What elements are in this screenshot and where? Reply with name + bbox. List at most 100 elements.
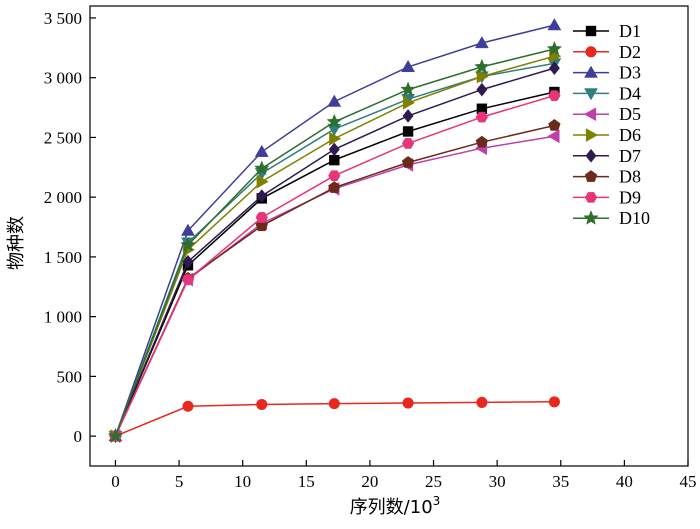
y-tick-label: 2 000: [44, 188, 82, 207]
data-point-d10: [107, 427, 124, 443]
legend-marker-d2: [585, 46, 597, 58]
data-point-d2: [256, 398, 268, 410]
data-point-d3: [474, 36, 489, 49]
data-point-d10: [180, 236, 196, 252]
data-point-d3: [401, 59, 416, 73]
y-tick-label: 2 500: [44, 128, 82, 147]
series-d6: [110, 49, 562, 444]
legend-label-d3: D3: [619, 63, 641, 83]
data-point-d10: [326, 113, 343, 129]
data-point-d2: [182, 400, 194, 412]
legend-label-d7: D7: [619, 146, 641, 166]
data-point-d5: [547, 129, 560, 144]
y-tick-label: 3 000: [44, 69, 82, 88]
data-point-d6: [256, 174, 269, 189]
data-point-d7: [328, 142, 340, 157]
x-tick-label: 15: [298, 472, 315, 491]
legend-item-d5: D5: [573, 104, 641, 124]
legend-item-d4: D4: [573, 83, 641, 103]
data-point-d7: [256, 189, 268, 203]
legend-label-d5: D5: [619, 104, 641, 124]
legend-marker-d9: [584, 192, 598, 203]
data-point-d3: [181, 223, 195, 236]
series-d10: [107, 40, 563, 443]
y-axis-title: 物种数: [6, 216, 27, 270]
x-tick-label: 20: [361, 472, 378, 491]
y-tick-label: 1 500: [44, 248, 82, 267]
x-axis-title-text: 序列数/10: [350, 497, 433, 518]
plot-frame: [89, 5, 689, 467]
data-point-d7: [548, 61, 560, 76]
legend-marker-d7: [585, 148, 597, 163]
x-tick-label: 0: [111, 472, 120, 491]
data-point-d9: [255, 212, 268, 223]
legend-label-d4: D4: [619, 83, 641, 103]
series-line-d5: [114, 135, 555, 437]
x-tick-label: 30: [489, 472, 506, 491]
data-point-d8: [475, 135, 489, 148]
data-point-d8: [328, 181, 341, 193]
y-tick-label: 3 500: [44, 9, 82, 28]
x-tick-label: 10: [234, 472, 251, 491]
data-point-d1: [476, 103, 488, 114]
data-point-d10: [254, 160, 270, 176]
data-point-d6: [476, 69, 489, 84]
data-point-d1: [402, 126, 414, 137]
legend-item-d6: D6: [573, 125, 641, 145]
data-point-d9: [401, 138, 415, 149]
data-point-d1: [329, 154, 340, 166]
legend-label-d8: D8: [619, 167, 641, 187]
x-tick-label: 45: [680, 472, 697, 491]
x-tick-label: 5: [175, 472, 184, 491]
series-d3: [108, 18, 562, 442]
data-point-d3: [254, 144, 269, 157]
legend-item-d9: D9: [573, 187, 641, 207]
legend-item-d7: D7: [573, 146, 641, 166]
series-d2: [109, 396, 560, 442]
legend-label-d6: D6: [619, 125, 641, 145]
data-point-d2: [328, 398, 340, 410]
legend-label-d1: D1: [619, 21, 641, 41]
series-d7: [109, 61, 560, 444]
y-tick-label: 500: [57, 367, 83, 386]
legend-label-d2: D2: [619, 42, 641, 62]
y-tick-label: 0: [74, 427, 83, 446]
series-d9: [109, 90, 561, 442]
y-tick-label: 1 000: [44, 308, 82, 327]
legend-label-d9: D9: [619, 187, 641, 207]
axes: 0 5 10 15 20 25 30 35 40 45 0 500 1 000 1 500 2 000 2 5…: [44, 5, 697, 491]
x-axis-title-exponent: 3: [433, 494, 441, 508]
legend-item-d10: D10: [573, 208, 650, 228]
series-line-d3: [114, 24, 555, 437]
legend-label-d10: D10: [619, 208, 650, 228]
legend-marker-d4: [584, 88, 598, 101]
x-tick-label: 35: [552, 472, 569, 491]
data-point-d8: [548, 118, 561, 131]
legend-marker-d10: [583, 210, 599, 225]
data-point-d9: [328, 170, 341, 181]
legend-marker-d6: [585, 128, 599, 142]
data-point-d10: [474, 58, 490, 74]
data-point-d9: [181, 274, 195, 285]
data-point-d6: [329, 131, 342, 146]
data-point-d2: [402, 397, 414, 409]
data-point-d7: [476, 82, 488, 97]
data-point-d8: [401, 156, 415, 168]
legend-marker-d1: [585, 25, 597, 37]
data-point-d2: [476, 396, 488, 408]
data-point-d9: [548, 90, 561, 101]
data-point-d3: [547, 18, 562, 31]
legend-item-d2: D2: [573, 42, 641, 62]
data-point-d9: [475, 111, 489, 123]
data-point-d2: [548, 396, 560, 408]
data-point-d6: [402, 95, 416, 110]
data-point-d10: [546, 40, 563, 56]
x-tick-label: 25: [425, 472, 442, 491]
legend-marker-d8: [584, 170, 598, 182]
data-point-d10: [400, 81, 416, 97]
legend-marker-d5: [583, 107, 597, 122]
legend-item-d3: D3: [573, 63, 641, 83]
legend-marker-d3: [584, 65, 598, 78]
